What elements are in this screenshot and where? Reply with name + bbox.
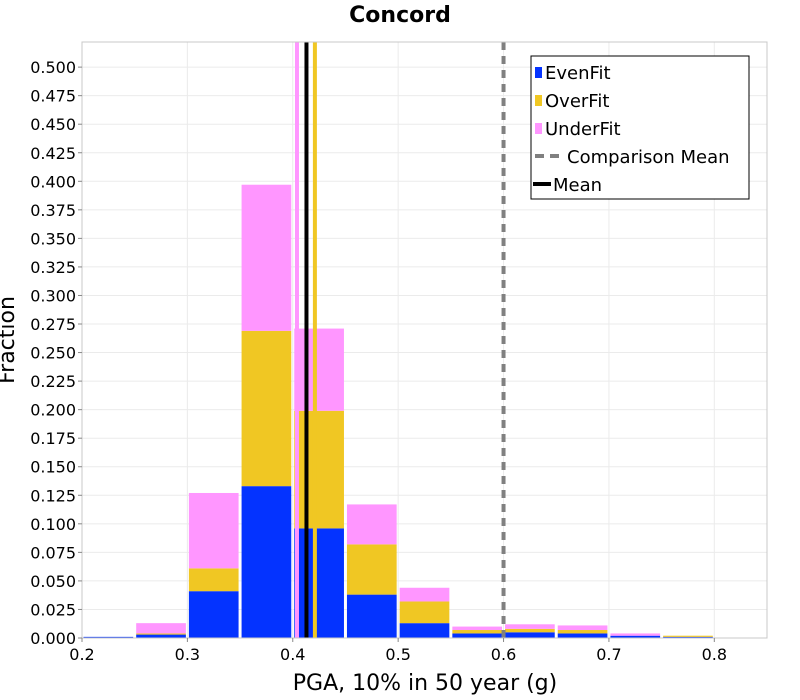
y-tick-label-1: 0.025 — [30, 600, 76, 619]
bar-evenfit-6 — [399, 623, 450, 638]
y-tick-label-8: 0.200 — [30, 401, 76, 420]
bars — [83, 184, 713, 638]
bar-evenfit-9 — [557, 633, 608, 638]
x-axis-ticks: 0.2 0.3 0.4 0.5 0.6 0.7 0.8 — [69, 638, 727, 664]
bar-overfit-5 — [346, 544, 397, 595]
x-tick-label-0: 0.2 — [69, 645, 94, 664]
y-tick-label-13: 0.325 — [30, 258, 76, 277]
bar-underfit-2 — [188, 492, 239, 569]
y-axis-label: Fraction — [0, 296, 20, 384]
y-tick-label-15: 0.375 — [30, 201, 76, 220]
plot-frame — [81, 41, 768, 639]
bar-underfit-4 — [294, 328, 344, 411]
bar-evenfit-10 — [610, 635, 661, 638]
bar-underfit-10 — [610, 633, 661, 636]
y-tick-label-4: 0.100 — [30, 515, 76, 534]
bar-evenfit-7 — [452, 633, 503, 638]
y-axis-ticks: 0.000 0.025 0.050 0.075 0.100 0.125 0.150 0.175… — [30, 58, 82, 648]
bar-underfit-5 — [346, 504, 397, 545]
bar-underfit-9 — [557, 625, 608, 631]
y-tick-label-7: 0.175 — [30, 429, 76, 448]
bar-overfit-7 — [452, 630, 503, 634]
y-tick-label-11: 0.275 — [30, 315, 76, 334]
legend-swatch-evenfit — [535, 67, 542, 78]
bar-evenfit-8 — [505, 632, 555, 638]
legend-box — [530, 55, 750, 200]
bar-underfit-7 — [452, 626, 503, 631]
y-tick-label-19: 0.475 — [30, 87, 76, 106]
bar-underfit-3 — [241, 184, 292, 331]
legend-label-overfit: OverFit — [545, 91, 609, 112]
bar-underfit-1 — [136, 623, 186, 634]
y-tick-label-10: 0.250 — [30, 344, 76, 363]
bar-evenfit-11 — [663, 636, 713, 638]
y-tick-label-0: 0.000 — [30, 629, 76, 648]
y-tick-label-3: 0.075 — [30, 543, 76, 562]
bar-evenfit-4 — [294, 528, 344, 638]
chart-title: Concord — [349, 3, 451, 28]
bar-overfit-2 — [188, 568, 239, 592]
bar-overfit-9 — [557, 630, 608, 634]
y-tick-label-2: 0.050 — [30, 572, 76, 591]
bar-underfit-6 — [399, 587, 450, 602]
bar-evenfit-5 — [346, 594, 397, 638]
legend: EvenFit OverFit UnderFit Comparison Mean Mea… — [530, 55, 750, 200]
legend-label-comparison-mean: Comparison Mean — [567, 147, 730, 168]
bar-evenfit-0 — [83, 636, 134, 638]
legend-swatch-overfit — [535, 95, 542, 106]
bar-underfit-8 — [505, 624, 555, 629]
bar-evenfit-3 — [241, 486, 292, 638]
bar-overfit-4 — [294, 410, 344, 529]
bar-evenfit-2 — [188, 591, 239, 638]
bar-overfit-8 — [505, 628, 555, 633]
mean-lines — [294, 42, 506, 638]
bar-overfit-11 — [663, 635, 713, 637]
y-tick-label-20: 0.500 — [30, 58, 76, 77]
x-tick-label-3: 0.5 — [385, 645, 410, 664]
y-tick-label-9: 0.225 — [30, 372, 76, 391]
y-tick-label-6: 0.150 — [30, 458, 76, 477]
y-tick-label-17: 0.425 — [30, 144, 76, 163]
y-tick-label-5: 0.125 — [30, 486, 76, 505]
y-tick-label-12: 0.300 — [30, 286, 76, 305]
y-tick-label-14: 0.350 — [30, 229, 76, 248]
bar-evenfit-1 — [136, 634, 186, 638]
legend-label-evenfit: EvenFit — [545, 63, 611, 84]
x-tick-label-6: 0.8 — [702, 645, 727, 664]
bar-overfit-6 — [399, 601, 450, 624]
x-tick-label-4: 0.6 — [491, 645, 516, 664]
bar-overfit-1 — [136, 633, 186, 635]
bar-overfit-3 — [241, 330, 292, 487]
y-tick-label-18: 0.450 — [30, 115, 76, 134]
x-axis-label: PGA, 10% in 50 year (g) — [293, 671, 557, 696]
y-tick-label-16: 0.400 — [30, 172, 76, 191]
x-tick-label-2: 0.4 — [280, 645, 305, 664]
x-tick-label-5: 0.7 — [596, 645, 621, 664]
legend-label-underfit: UnderFit — [545, 119, 621, 140]
legend-swatch-underfit — [535, 123, 542, 134]
legend-label-mean: Mean — [553, 175, 602, 196]
x-tick-label-1: 0.3 — [175, 645, 200, 664]
